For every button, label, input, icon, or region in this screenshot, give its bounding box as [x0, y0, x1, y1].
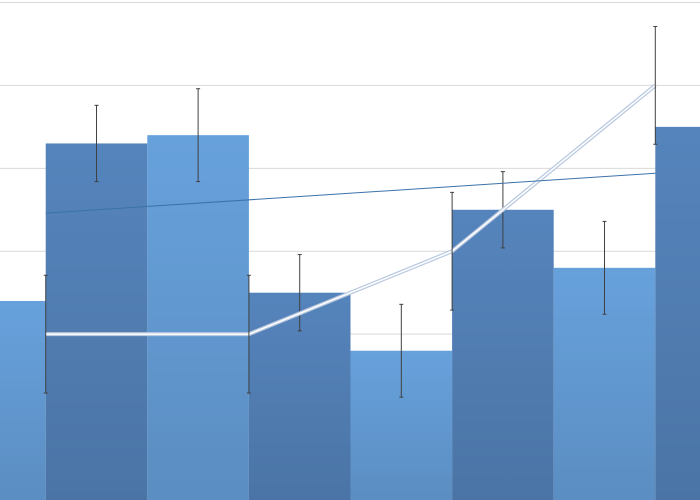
error-bar — [450, 191, 455, 311]
error-bar — [94, 104, 99, 183]
bar-shade — [655, 126, 700, 500]
error-bar — [653, 26, 658, 145]
trend-line — [45, 172, 656, 214]
bar-shade — [45, 143, 148, 500]
error-bar — [196, 88, 201, 183]
line-highlight — [45, 84, 656, 335]
bar-shade — [0, 300, 46, 500]
error-bar — [246, 274, 251, 394]
error-bar — [602, 220, 607, 315]
error-bar — [297, 254, 302, 332]
bar-shade — [147, 135, 249, 500]
error-bar — [43, 274, 48, 394]
error-bar — [399, 303, 404, 398]
bar-shade — [452, 209, 554, 500]
